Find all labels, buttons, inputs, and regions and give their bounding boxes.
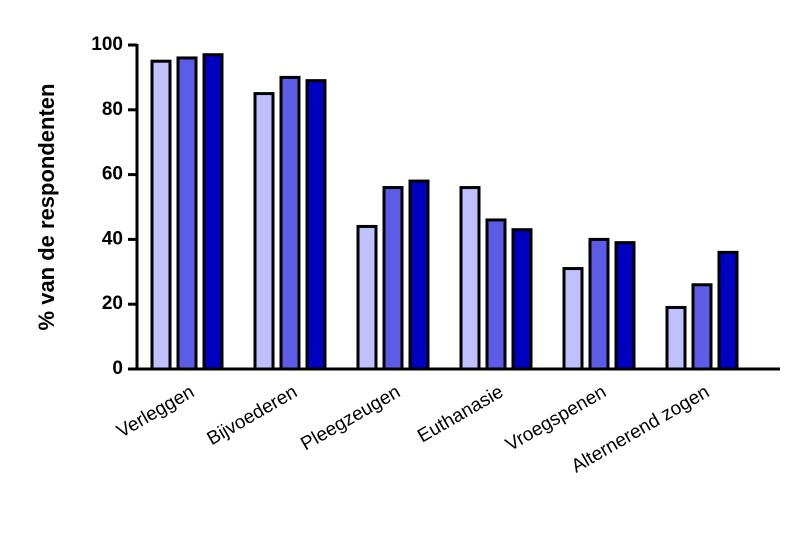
y-tick-label: 40 xyxy=(102,228,123,249)
y-tick-label: 100 xyxy=(91,34,123,55)
bar-euthanasie-series-1 xyxy=(459,186,481,371)
y-tick-label: 0 xyxy=(112,358,123,379)
bar-bijvoederen-series-2 xyxy=(279,75,301,371)
bar-vroegspenen-series-3 xyxy=(614,241,636,371)
y-tick-label: 80 xyxy=(102,99,123,120)
bar-euthanasie-series-3 xyxy=(511,228,533,371)
bar-vroegspenen-series-1 xyxy=(562,267,584,371)
bar-alternerend-zogen-series-3 xyxy=(717,250,739,371)
bar-alternerend-zogen-series-1 xyxy=(665,305,687,371)
bar-pleegzeugen-series-1 xyxy=(356,224,378,371)
bar-bijvoederen-series-3 xyxy=(305,79,327,371)
x-category-label: Bijvoederen xyxy=(204,381,301,449)
x-category-label: Pleegzeugen xyxy=(297,381,404,455)
y-tick-label: 20 xyxy=(102,293,123,314)
x-category-label: Euthanasie xyxy=(414,381,507,447)
bar-verleggen-series-2 xyxy=(176,56,198,371)
x-category-label: Verleggen xyxy=(113,381,198,442)
bar-pleegzeugen-series-3 xyxy=(408,179,430,371)
bar-alternerend-zogen-series-2 xyxy=(691,283,713,371)
bar-verleggen-series-1 xyxy=(150,59,172,371)
bar-euthanasie-series-2 xyxy=(485,218,507,371)
y-axis-title: % van de respondenten xyxy=(34,84,59,331)
bars-group xyxy=(150,53,739,371)
bar-bijvoederen-series-1 xyxy=(253,92,275,371)
bar-vroegspenen-series-2 xyxy=(588,237,610,371)
y-tick-label: 60 xyxy=(102,164,123,185)
bar-pleegzeugen-series-2 xyxy=(382,186,404,371)
y-axis: 0 20 40 60 80 100 xyxy=(91,34,137,379)
bar-verleggen-series-3 xyxy=(202,53,224,371)
